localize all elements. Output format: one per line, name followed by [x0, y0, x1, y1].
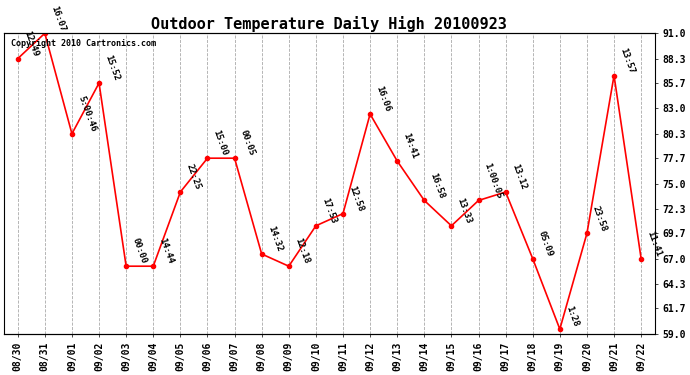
Text: 1:28: 1:28: [564, 305, 580, 328]
Text: 14:41: 14:41: [402, 132, 419, 160]
Text: 14:44: 14:44: [157, 237, 175, 266]
Text: 15:52: 15:52: [104, 54, 121, 82]
Text: 16:07: 16:07: [49, 4, 67, 33]
Text: 16:58: 16:58: [428, 171, 446, 200]
Text: 12:49: 12:49: [22, 30, 39, 58]
Text: 13:12: 13:12: [510, 163, 527, 191]
Text: 1:00:05: 1:00:05: [483, 161, 504, 200]
Text: 5:00:46: 5:00:46: [76, 94, 97, 133]
Text: 22:25: 22:25: [184, 163, 202, 191]
Text: 11:41: 11:41: [645, 230, 663, 258]
Text: 17:53: 17:53: [320, 197, 337, 225]
Text: 13:57: 13:57: [618, 46, 636, 75]
Text: 13:33: 13:33: [455, 197, 473, 225]
Text: 15:00: 15:00: [212, 129, 229, 158]
Title: Outdoor Temperature Daily High 20100923: Outdoor Temperature Daily High 20100923: [152, 16, 507, 32]
Text: 23:58: 23:58: [591, 204, 609, 232]
Text: 14:32: 14:32: [266, 225, 284, 253]
Text: 12:58: 12:58: [347, 184, 365, 213]
Text: 00:00: 00:00: [130, 237, 148, 266]
Text: 05:09: 05:09: [537, 230, 555, 258]
Text: 16:06: 16:06: [374, 85, 392, 113]
Text: Copyright 2010 Cartronics.com: Copyright 2010 Cartronics.com: [10, 39, 156, 48]
Text: 00:05: 00:05: [239, 129, 257, 158]
Text: 12:18: 12:18: [293, 237, 310, 266]
